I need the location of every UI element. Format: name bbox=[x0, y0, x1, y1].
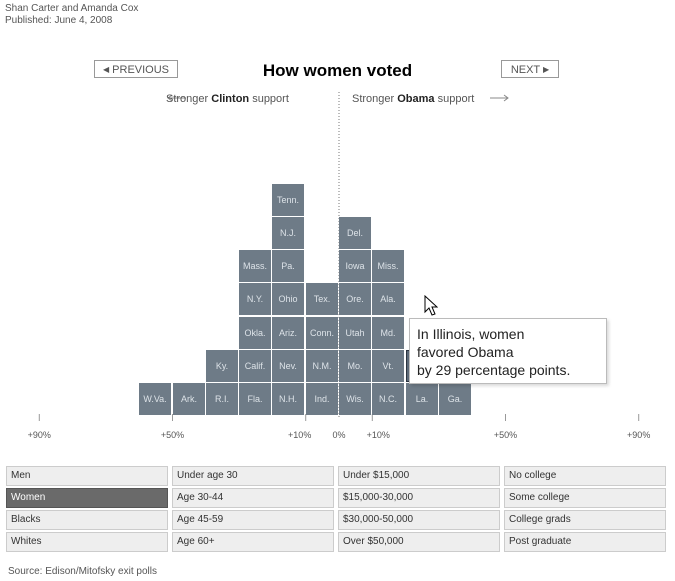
next-button[interactable]: NEXT ▶ bbox=[501, 60, 559, 78]
source-note: Source: Edison/Mitofsky exit polls bbox=[8, 566, 157, 577]
state-tile[interactable]: Okla. bbox=[239, 317, 271, 349]
mouse-cursor-icon bbox=[424, 295, 438, 316]
state-tile[interactable]: Iowa bbox=[339, 250, 371, 282]
category-option[interactable]: $15,000-30,000 bbox=[338, 488, 500, 508]
byline-authors: Shan Carter and Amanda Cox bbox=[5, 3, 139, 14]
state-tile[interactable]: Calif. bbox=[239, 350, 271, 382]
state-tile[interactable]: Ore. bbox=[339, 283, 371, 315]
previous-button-label: PREVIOUS bbox=[112, 64, 170, 76]
category-option[interactable]: Some college bbox=[504, 488, 666, 508]
state-tile[interactable]: W.Va. bbox=[139, 383, 171, 415]
byline-date: Published: June 4, 2008 bbox=[5, 15, 113, 26]
state-tile[interactable]: N.J. bbox=[272, 217, 304, 249]
state-tile[interactable]: Ind. bbox=[306, 383, 338, 415]
previous-button[interactable]: ◀ PREVIOUS bbox=[94, 60, 178, 78]
category-option[interactable]: Men bbox=[6, 466, 168, 486]
right-label-name: Obama bbox=[397, 93, 435, 105]
left-arrow-icon bbox=[167, 94, 186, 102]
state-tile[interactable]: Ark. bbox=[173, 383, 205, 415]
state-tile[interactable]: Ky. bbox=[206, 350, 238, 382]
state-tile[interactable]: Vt. bbox=[372, 350, 404, 382]
tick-label: 0% bbox=[332, 430, 346, 440]
right-label-suffix: support bbox=[434, 93, 475, 105]
state-tile[interactable]: Nev. bbox=[272, 350, 304, 382]
state-tile[interactable]: Tenn. bbox=[272, 184, 304, 216]
category-option[interactable]: $30,000-50,000 bbox=[338, 510, 500, 530]
tick-label: +50% bbox=[493, 430, 518, 440]
state-tile[interactable]: Ariz. bbox=[272, 317, 304, 349]
state-tile[interactable]: Wis. bbox=[339, 383, 371, 415]
category-option[interactable]: Under age 30 bbox=[172, 466, 334, 486]
state-tile[interactable]: Ohio bbox=[272, 283, 304, 315]
category-option[interactable]: Age 30-44 bbox=[172, 488, 334, 508]
tick-label: +10% bbox=[366, 430, 390, 440]
state-tile[interactable]: N.M. bbox=[306, 350, 338, 382]
category-option[interactable]: Over $50,000 bbox=[338, 532, 500, 552]
category-option[interactable]: Age 45-59 bbox=[172, 510, 334, 530]
triangle-right-icon: ▶ bbox=[543, 65, 550, 74]
triangle-left-icon: ◀ bbox=[102, 65, 110, 74]
tick-label: +90% bbox=[627, 430, 651, 440]
state-tile[interactable]: Md. bbox=[372, 317, 404, 349]
state-tile[interactable]: Utah bbox=[339, 317, 371, 349]
state-tile[interactable]: La. bbox=[406, 383, 438, 415]
category-option[interactable]: College grads bbox=[504, 510, 666, 530]
right-arrow-icon bbox=[490, 94, 509, 102]
chart-title: How women voted bbox=[262, 61, 413, 80]
category-option[interactable]: No college bbox=[504, 466, 666, 486]
state-tooltip: In Illinois, women favored Obama by 29 p… bbox=[409, 318, 607, 384]
left-label-name: Clinton bbox=[211, 93, 250, 105]
tooltip-line1: In Illinois, women bbox=[417, 326, 525, 342]
state-tile[interactable]: N.Y. bbox=[239, 283, 271, 315]
state-tile[interactable]: Mo. bbox=[339, 350, 371, 382]
tick-label: +90% bbox=[27, 430, 51, 440]
category-option[interactable]: Age 60+ bbox=[172, 532, 334, 552]
tooltip-line3: by 29 percentage points. bbox=[417, 362, 571, 378]
state-tile[interactable]: Mass. bbox=[239, 250, 271, 282]
right-label-prefix: Stronger bbox=[352, 93, 398, 105]
category-option[interactable]: Under $15,000 bbox=[338, 466, 500, 486]
state-tile[interactable]: Conn. bbox=[306, 317, 338, 349]
state-tile[interactable]: N.C. bbox=[372, 383, 404, 415]
category-option[interactable]: Whites bbox=[6, 532, 168, 552]
tick-label: +10% bbox=[288, 430, 312, 440]
clinton-support-label: Stronger Clinton support bbox=[166, 93, 289, 105]
obama-support-label: Stronger Obama support bbox=[352, 93, 474, 105]
tick-marks bbox=[38, 414, 640, 421]
left-label-suffix: support bbox=[249, 93, 289, 105]
category-option[interactable]: Women bbox=[6, 488, 168, 508]
tick-label: +50% bbox=[160, 430, 185, 440]
state-tile[interactable]: Tex. bbox=[306, 283, 338, 315]
state-tile[interactable]: Ala. bbox=[372, 283, 404, 315]
byline: Shan Carter and Amanda Cox Published: Ju… bbox=[5, 3, 138, 27]
tooltip-line2: favored Obama bbox=[417, 344, 514, 360]
state-tile[interactable]: Fla. bbox=[239, 383, 271, 415]
state-tile[interactable]: Pa. bbox=[272, 250, 304, 282]
state-tile[interactable]: Ga. bbox=[439, 383, 471, 415]
state-tile[interactable]: N.H. bbox=[272, 383, 304, 415]
category-option[interactable]: Post graduate bbox=[504, 532, 666, 552]
left-label-prefix: Stronger bbox=[166, 93, 212, 105]
state-tile[interactable]: Del. bbox=[339, 217, 371, 249]
state-tile[interactable]: Miss. bbox=[372, 250, 404, 282]
category-option[interactable]: Blacks bbox=[6, 510, 168, 530]
next-button-label: NEXT bbox=[510, 64, 540, 76]
state-tile[interactable]: R.I. bbox=[206, 383, 238, 415]
